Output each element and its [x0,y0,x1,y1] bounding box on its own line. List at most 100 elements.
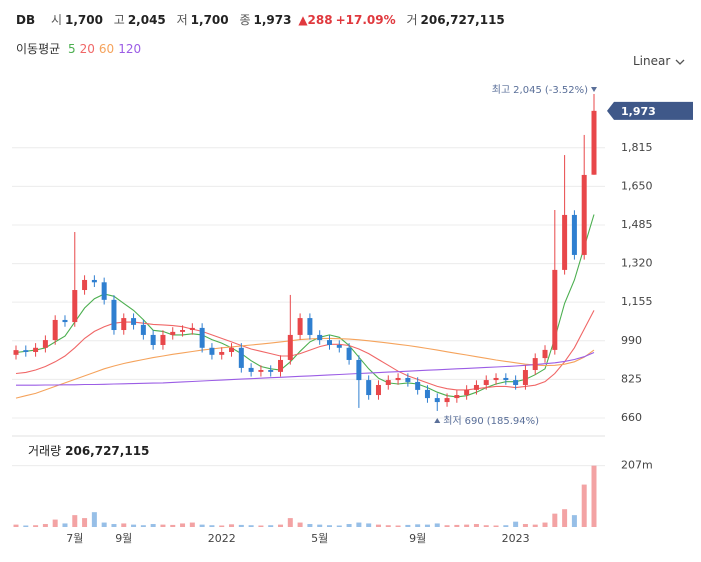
volume-bar [131,524,137,527]
candle-body [287,334,293,360]
volume-bar [199,524,205,527]
high-annotation-label: 최고 [492,84,510,96]
volume-bar [91,512,97,527]
volume-bar [571,515,577,527]
candle-body [91,279,97,283]
candle-body [385,380,391,385]
ma-line [15,214,595,398]
x-tick-label: 2022 [208,532,236,545]
volume-bar [317,524,323,527]
volume-bar [33,525,39,527]
volume-bar [219,525,225,527]
low-annotation-value: 690 [465,416,484,427]
volume-bar [434,523,440,527]
high-value: 2,045 [127,13,166,27]
candle-body [375,384,381,396]
volume-bar [513,521,519,527]
volume-bar [366,523,372,527]
y-tick-label: 1,320 [621,257,653,270]
volume-bar [52,519,58,527]
y-tick-label: 1,650 [621,179,653,192]
quote-header: DB 시 1,700 고 2,045 저 1,700 종 1,973 ▲288 +17.0… [16,11,508,28]
volume-bar [307,524,313,527]
y-tick-label: 660 [621,411,642,424]
candle-body [248,367,254,372]
candle-body [52,319,58,341]
candle-body [552,269,558,350]
ma-legend-item: 60 [98,42,115,56]
volume-bar [111,524,117,527]
volume-bar [581,484,587,527]
candle-body [405,377,411,382]
candle-body [434,398,440,403]
candle-body [297,318,303,335]
candle-body [346,347,352,360]
low-annotation: 최저 690 (185.94%) [443,415,539,427]
candle-body [170,331,176,335]
volume-bar [101,522,107,527]
candle-body [160,334,166,345]
volume-bar [229,524,235,527]
volume-bar [258,525,264,527]
candle-body [395,377,401,381]
ma-line [15,337,595,399]
low-label: 저 [176,13,188,27]
volume-bar [326,525,332,527]
candle-body [454,395,460,399]
candle-body [591,110,597,175]
volume-bar [336,525,342,527]
volume-bar [238,524,244,527]
volume-bar [346,524,352,527]
volume-bar [454,524,460,527]
volume-bar [464,524,470,527]
candle-body [199,327,205,348]
volume-bar [542,522,548,527]
last-price-label: 1,973 [621,105,656,118]
candle-body [415,381,421,390]
high-annotation-change: (-3.52%) [545,85,588,96]
low-marker [434,417,441,423]
volume-bar [140,525,146,527]
volume-bar [72,515,78,527]
volume-bar [415,524,421,527]
ma-line [16,351,595,386]
volume-bar [493,525,499,527]
low-annotation-change: (185.94%) [487,416,539,427]
candle-body [562,214,568,270]
candle-body [473,384,479,390]
high-marker [591,87,597,93]
volume-label: 거 [406,13,418,27]
candle-body [503,377,509,381]
volume-value: 206,727,115 [420,13,505,27]
close-label: 종 [239,13,251,27]
scale-label: Linear [633,54,671,68]
volume-bar [562,509,568,527]
candle-body [258,370,264,372]
candle-body [62,319,68,323]
candle-body [23,350,29,353]
volume-bar [23,525,29,527]
volume-bar [473,524,479,527]
candle-body [483,380,489,385]
high-annotation-value: 2,045 [513,85,542,96]
volume-bar [62,523,68,527]
volume-bar [297,522,303,527]
volume-bar [268,525,274,527]
volume-bar [170,524,176,527]
last-price-tag [607,101,693,120]
volume-title-label: 거래량 [28,444,61,458]
candle-body [326,340,332,345]
x-tick-label: 9월 [409,532,426,545]
candle-body [336,344,342,348]
volume-bar [121,523,127,527]
candle-body [101,282,107,300]
candle-body [189,327,195,331]
candle-body [522,370,528,385]
candle-body [542,349,548,359]
scale-dropdown[interactable]: Linear [633,54,686,68]
ma-legend-item: 5 [68,42,76,56]
volume-bar [189,522,195,527]
volume-bar [82,518,88,527]
candle-body [219,352,225,355]
